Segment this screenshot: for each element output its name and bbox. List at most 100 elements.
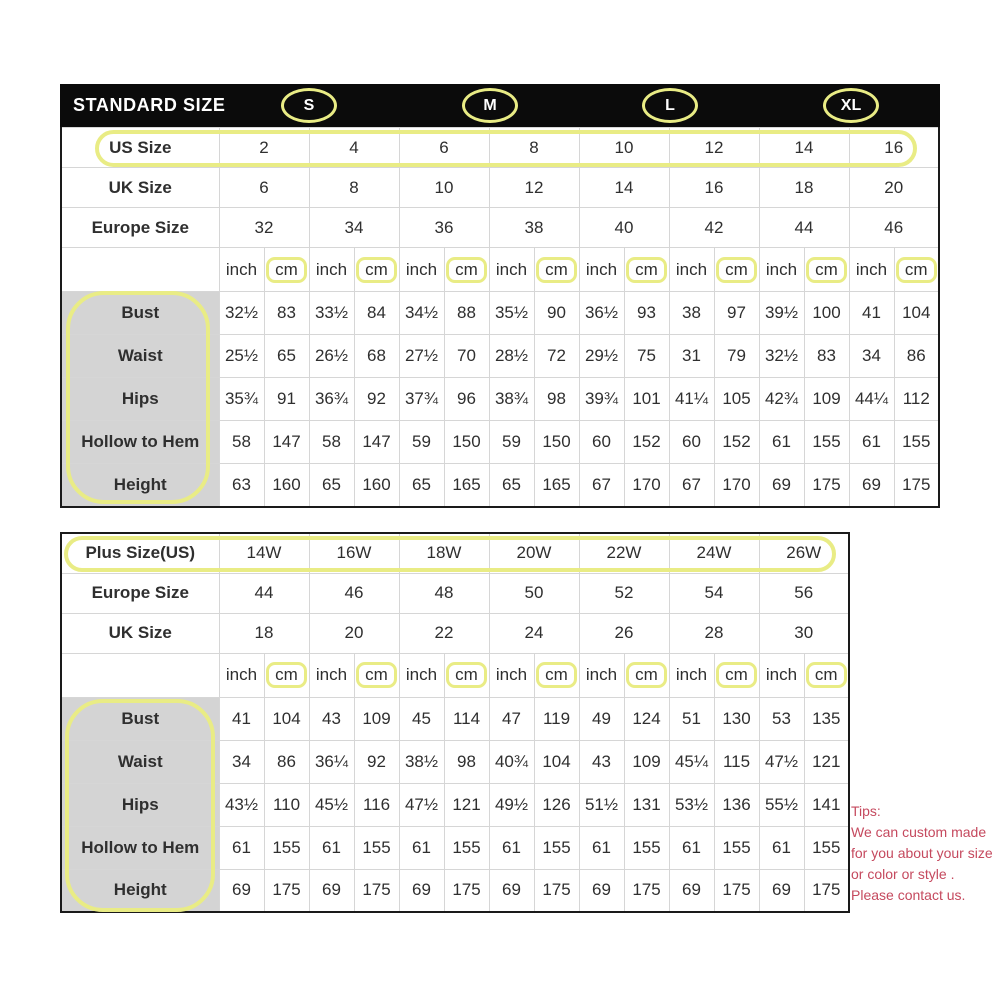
size-value-cell: 30 [758, 612, 850, 654]
measurement-value-cell: 109 [623, 739, 670, 784]
measurement-value-cell: 42¾ [758, 377, 805, 421]
measurement-value-cell: 155 [713, 825, 760, 870]
measurement-value-cell: 147 [263, 420, 310, 464]
size-value-cell: 20 [308, 612, 400, 654]
measurement-value-cell: 61 [488, 825, 535, 870]
measurement-value-cell: 45 [398, 696, 445, 741]
measurement-value-cell: 116 [353, 782, 400, 827]
measurement-value-cell: 165 [533, 463, 580, 507]
measurement-value-cell: 104 [263, 696, 310, 741]
cm-highlight-box: cm [266, 662, 307, 688]
row-label-cell: UK Size [60, 167, 220, 208]
size-value-cell: 2 [218, 127, 310, 168]
measurement-value-cell: 61 [398, 825, 445, 870]
size-value-cell: 36 [398, 207, 490, 248]
cm-highlight-box: cm [626, 662, 667, 688]
inch-unit-cell: inch [758, 247, 805, 292]
measurement-value-cell: 97 [713, 291, 760, 335]
size-value-cell: 8 [488, 127, 580, 168]
standard-size-title: STANDARD SIZE [73, 95, 226, 115]
tips-line: or color or style . [851, 866, 955, 882]
size-badge-m: M [462, 88, 518, 123]
measurement-row: Bust 32½ 83 33½ 84 34½ 88 35½ 90 36½ 93 38 97 39½ 100 4… [60, 291, 940, 335]
measurement-value-cell: 61 [668, 825, 715, 870]
measurement-value-cell: 61 [758, 420, 805, 464]
cm-highlight-box: cm [356, 662, 397, 688]
row-label-cell: Height [60, 868, 220, 913]
measurement-value-cell: 175 [893, 463, 940, 507]
measurement-value-cell: 53½ [668, 782, 715, 827]
measurement-value-cell: 27½ [398, 334, 445, 378]
cm-unit-cell: cm [713, 247, 760, 292]
size-value-cell: 4 [308, 127, 400, 168]
measurement-value-cell: 51 [668, 696, 715, 741]
size-value-cell: 24W [668, 532, 760, 574]
standard-size-table: US Size 2 4 6 8 10 12 14 16 UK Size 6 8 10 12 14 16 18 20… [60, 127, 940, 508]
measurement-value-cell: 109 [803, 377, 850, 421]
row-label-cell: Waist [60, 739, 220, 784]
measurement-value-cell: 49 [578, 696, 625, 741]
cm-unit-cell: cm [623, 652, 670, 698]
measurement-value-cell: 135 [803, 696, 850, 741]
size-value-cell: 14 [758, 127, 850, 168]
inch-unit-cell: inch [308, 247, 355, 292]
size-value-cell: 12 [668, 127, 760, 168]
measurement-value-cell: 79 [713, 334, 760, 378]
measurement-value-cell: 69 [218, 868, 265, 913]
measurement-value-cell: 98 [533, 377, 580, 421]
plus-size-table: Plus Size(US) 14W 16W 18W 20W 22W 24W 26W Europe… [60, 532, 850, 913]
size-value-cell: 22 [398, 612, 490, 654]
measurement-value-cell: 155 [263, 825, 310, 870]
measurement-value-cell: 35¾ [218, 377, 265, 421]
size-badge-s: S [281, 88, 337, 123]
size-value-cell: 14 [578, 167, 670, 208]
size-value-cell: 6 [398, 127, 490, 168]
measurement-value-cell: 34 [848, 334, 895, 378]
measurement-value-cell: 53 [758, 696, 805, 741]
inch-unit-cell: inch [398, 652, 445, 698]
size-value-cell: 16 [848, 127, 940, 168]
measurement-value-cell: 45½ [308, 782, 355, 827]
measurement-value-cell: 92 [353, 739, 400, 784]
measurement-value-cell: 147 [353, 420, 400, 464]
measurement-value-cell: 49½ [488, 782, 535, 827]
measurement-value-cell: 59 [488, 420, 535, 464]
measurement-value-cell: 59 [398, 420, 445, 464]
measurement-value-cell: 32½ [758, 334, 805, 378]
measurement-value-cell: 34½ [398, 291, 445, 335]
size-row: UK Size 18 20 22 24 26 28 30 [60, 612, 850, 654]
measurement-value-cell: 32½ [218, 291, 265, 335]
measurement-value-cell: 60 [578, 420, 625, 464]
measurement-value-cell: 69 [488, 868, 535, 913]
inch-unit-cell: inch [218, 247, 265, 292]
size-value-cell: 56 [758, 572, 850, 614]
size-value-cell: 52 [578, 572, 670, 614]
measurement-value-cell: 25½ [218, 334, 265, 378]
measurement-value-cell: 65 [398, 463, 445, 507]
size-value-cell: 10 [578, 127, 670, 168]
inch-unit-cell: inch [668, 247, 715, 292]
size-value-cell: 28 [668, 612, 760, 654]
measurement-value-cell: 152 [713, 420, 760, 464]
measurement-row: Hollow to Hem 58 147 58 147 59 150 59 150 60 152 60… [60, 420, 940, 464]
tips-title: Tips: [851, 803, 881, 819]
measurement-value-cell: 155 [533, 825, 580, 870]
row-label-cell: Waist [60, 334, 220, 378]
plus-size-section: Plus Size(US) 14W 16W 18W 20W 22W 24W 26W Europe… [60, 532, 850, 913]
cm-unit-cell: cm [443, 247, 490, 292]
measurement-row: Hollow to Hem 61 155 61 155 61 155 61 155 61 155 61… [60, 825, 850, 870]
measurement-value-cell: 90 [533, 291, 580, 335]
size-value-cell: 16W [308, 532, 400, 574]
measurement-value-cell: 170 [713, 463, 760, 507]
measurement-value-cell: 45¼ [668, 739, 715, 784]
measurement-value-cell: 36½ [578, 291, 625, 335]
measurement-value-cell: 175 [803, 463, 850, 507]
measurement-value-cell: 109 [353, 696, 400, 741]
measurement-value-cell: 141 [803, 782, 850, 827]
cm-highlight-box: cm [536, 256, 577, 283]
measurement-value-cell: 38 [668, 291, 715, 335]
measurement-value-cell: 39½ [758, 291, 805, 335]
size-value-cell: 50 [488, 572, 580, 614]
measurement-value-cell: 29½ [578, 334, 625, 378]
